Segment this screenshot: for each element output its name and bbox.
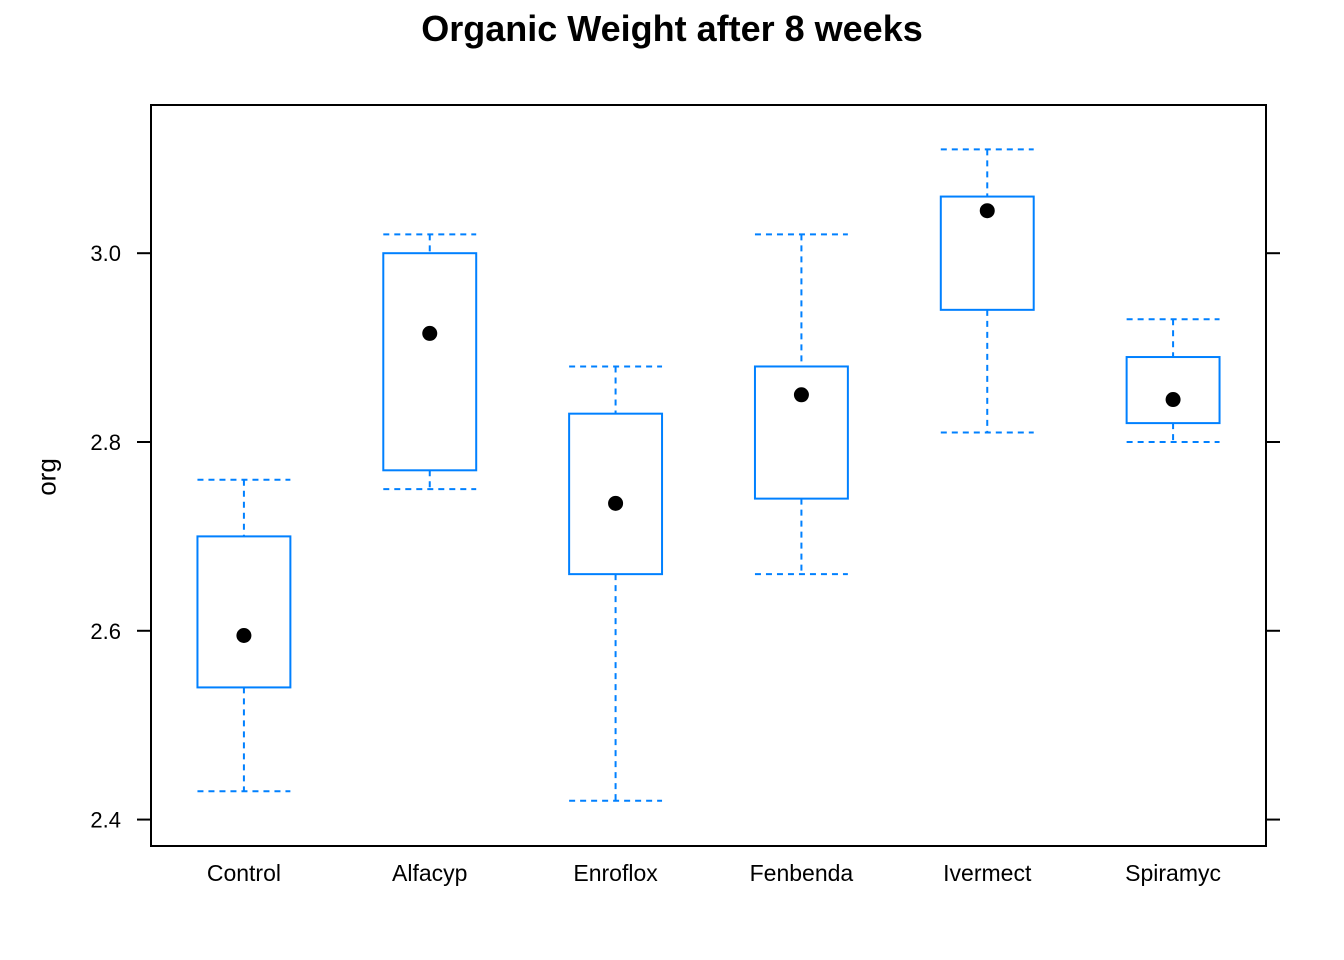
y-tick-label: 2.8	[90, 430, 121, 455]
y-tick-label: 2.4	[90, 808, 121, 833]
x-tick-label: Enroflox	[573, 860, 658, 886]
x-tick-label: Fenbenda	[750, 860, 854, 886]
median-dot	[236, 627, 252, 643]
y-tick-label: 2.6	[90, 619, 121, 644]
x-tick-label: Alfacyp	[392, 860, 467, 886]
iqr-box	[753, 365, 849, 500]
box-ivermect	[939, 148, 1035, 434]
y-tick-label: 3.0	[90, 241, 121, 266]
box-alfacyp	[382, 233, 478, 491]
iqr-box	[1125, 356, 1221, 425]
median-dot	[793, 387, 809, 403]
x-tick-label: Ivermect	[943, 860, 1032, 886]
box-fenbenda	[753, 233, 849, 576]
chart-title: Organic Weight after 8 weeks	[421, 8, 923, 49]
median-dot	[608, 495, 624, 511]
x-tick-label: Control	[207, 860, 281, 886]
box-enroflox	[568, 365, 664, 802]
iqr-box	[568, 412, 664, 576]
plot-frame	[150, 104, 1267, 847]
box-control	[196, 478, 292, 793]
x-tick-label: Spiramyc	[1125, 860, 1221, 886]
iqr-box	[382, 252, 478, 472]
median-dot	[979, 203, 995, 219]
iqr-box	[196, 535, 292, 689]
box-spiramyc	[1125, 318, 1221, 443]
median-dot	[422, 325, 438, 341]
iqr-box	[939, 195, 1035, 311]
median-dot	[1165, 392, 1181, 408]
